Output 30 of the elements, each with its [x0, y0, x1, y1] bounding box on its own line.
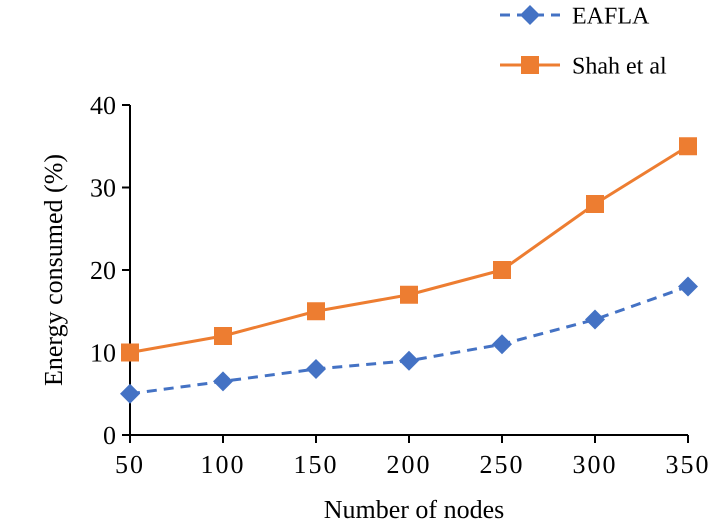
- x-tick-label: 150: [294, 450, 338, 479]
- point: [678, 276, 698, 296]
- y-tick-label: 30: [90, 174, 116, 203]
- point: [214, 327, 232, 345]
- point: [399, 350, 419, 371]
- point: [492, 334, 512, 354]
- point: [306, 359, 326, 379]
- point: [307, 302, 325, 320]
- y-tick-label: 20: [90, 256, 116, 286]
- point: [213, 371, 233, 392]
- x-tick-label: 350: [666, 450, 710, 479]
- x-tick-label: 250: [480, 450, 524, 479]
- point: [585, 310, 605, 330]
- point: [493, 261, 511, 279]
- y-tick-label: 10: [90, 338, 116, 368]
- point: [121, 344, 139, 362]
- point: [586, 195, 604, 213]
- x-tick-label: 300: [572, 450, 618, 479]
- x-tick-label: 100: [200, 450, 246, 479]
- x-tick-label: 200: [386, 450, 432, 479]
- x-axis-title: Number of nodes: [324, 495, 504, 524]
- legend-label: EAFLA: [572, 3, 650, 30]
- point: [679, 137, 697, 156]
- point: [400, 286, 418, 304]
- y-tick-label: 40: [90, 91, 116, 120]
- legend-label: Shah et al: [572, 53, 667, 80]
- x-tick-label: 50: [115, 450, 145, 479]
- y-axis-title: Energy consumed (%): [39, 154, 68, 386]
- y-tick-label: 0: [103, 421, 116, 450]
- point: [120, 384, 140, 404]
